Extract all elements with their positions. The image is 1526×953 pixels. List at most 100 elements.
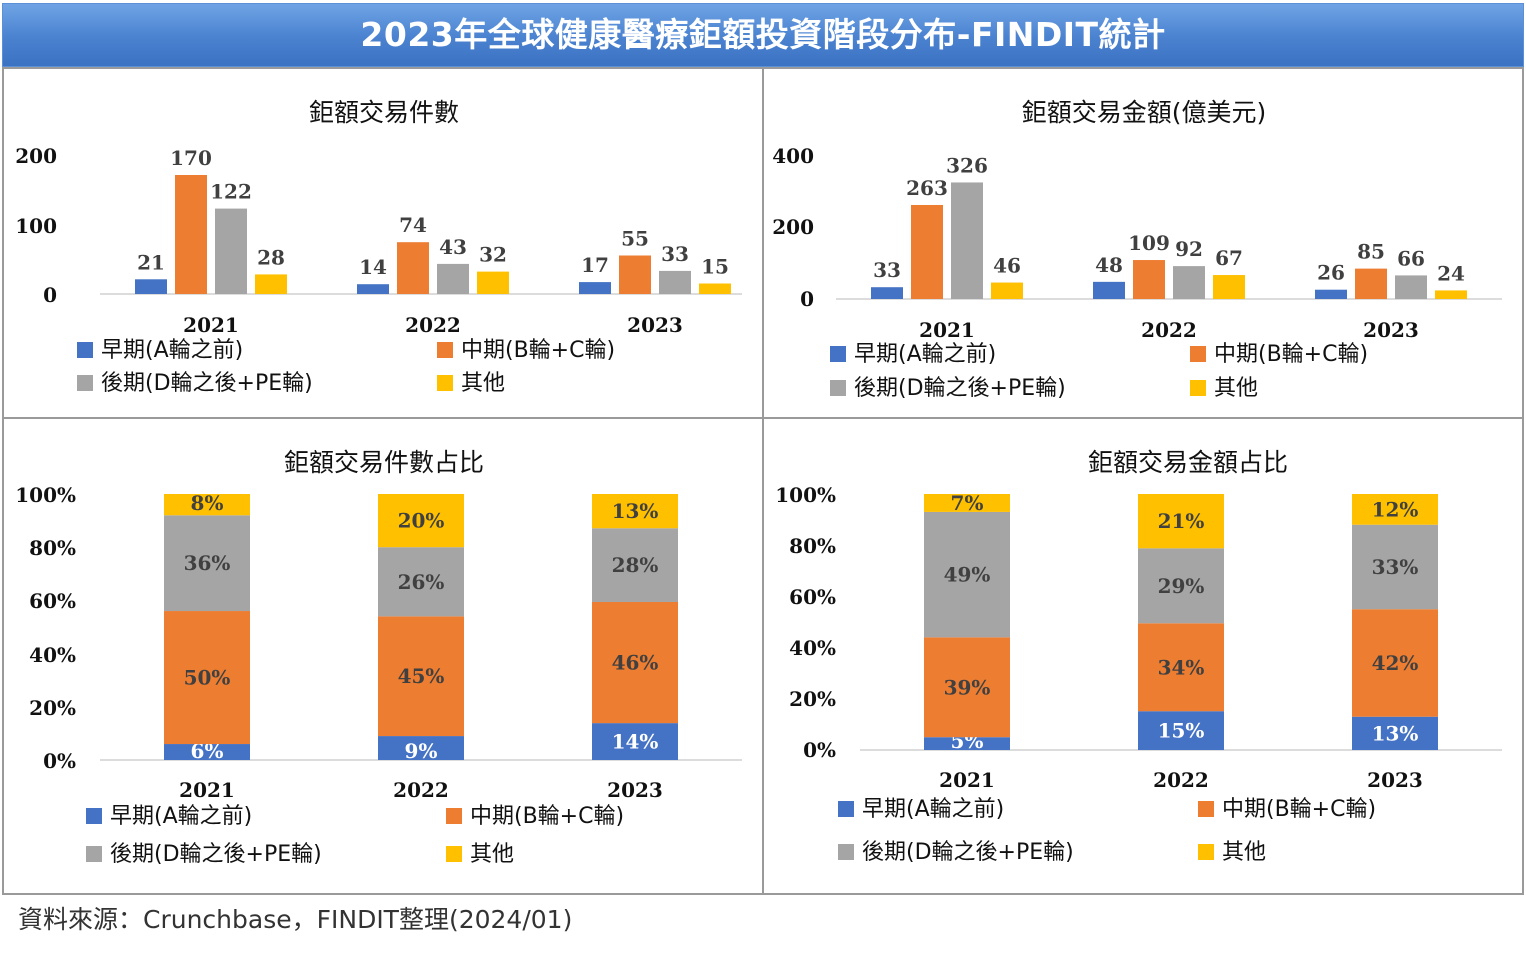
segment-early-2021 (924, 737, 1010, 750)
data-label: 34% (1158, 655, 1205, 679)
legend-label-late: 後期(D輪之後+PE輪) (862, 840, 1074, 865)
data-label: 45% (398, 664, 445, 688)
data-label: 33 (873, 258, 901, 282)
data-label: 8% (191, 491, 224, 515)
x-category-label: 2021 (939, 768, 995, 792)
data-label: 92 (1175, 237, 1203, 261)
y-tick-label: 100% (775, 483, 836, 507)
bar-late-2022 (1173, 266, 1205, 299)
legend-swatch-early (86, 808, 102, 824)
segment-late-2023 (1352, 524, 1438, 610)
bar-late-2021 (951, 182, 983, 299)
bar-other-2022 (477, 271, 509, 294)
page-title: 2023年全球健康醫療鉅額投資階段分布-FINDIT統計 (2, 3, 1524, 67)
y-tick-label: 0% (803, 738, 836, 762)
data-label: 55 (621, 227, 649, 251)
x-category-label: 2022 (405, 313, 461, 337)
chart-title: 鉅額交易件數占比 (284, 448, 484, 477)
y-tick-label: 200 (15, 144, 57, 168)
data-label: 28% (612, 553, 659, 577)
bar-late-2022 (437, 263, 469, 294)
legend-swatch-other (1198, 844, 1214, 860)
segment-mid-2021 (164, 611, 250, 745)
bar-early-2021 (135, 279, 167, 294)
data-label: 13% (612, 499, 659, 523)
legend-label-mid: 中期(B輪+C輪) (461, 338, 615, 363)
legend-label-late: 後期(D輪之後+PE輪) (110, 842, 322, 867)
segment-mid-2023 (1352, 609, 1438, 717)
bar-early-2021 (871, 287, 903, 299)
legend-swatch-late (830, 380, 846, 396)
segment-late-2022 (1138, 548, 1224, 624)
bar-late-2023 (1395, 275, 1427, 299)
legend-swatch-mid (446, 808, 462, 824)
segment-mid-2022 (1138, 623, 1224, 712)
segment-early-2023 (1352, 716, 1438, 750)
y-tick-label: 400 (772, 144, 814, 168)
legend-label-mid: 中期(B輪+C輪) (1214, 342, 1368, 367)
y-tick-label: 60% (29, 589, 76, 613)
data-label: 21 (137, 250, 165, 274)
data-label: 32 (479, 243, 507, 267)
x-category-label: 2023 (607, 778, 663, 802)
legend-label-other: 其他 (470, 842, 514, 867)
x-category-label: 2023 (1363, 318, 1419, 342)
segment-other-2022 (1138, 494, 1224, 549)
segment-other-2023 (592, 494, 678, 529)
legend-swatch-early (77, 342, 93, 358)
legend-label-early: 早期(A輪之前) (110, 804, 252, 829)
bar-other-2022 (1213, 275, 1245, 299)
x-category-label: 2023 (627, 313, 683, 337)
bar-mid-2021 (175, 175, 207, 294)
x-category-label: 2021 (183, 313, 239, 337)
source-note: 資料來源：Crunchbase，FINDIT整理(2024/01) (18, 905, 573, 934)
data-label: 14 (359, 255, 387, 279)
y-tick-label: 20% (29, 696, 76, 720)
data-label: 14% (612, 730, 659, 754)
data-label: 170 (170, 146, 212, 170)
chart-panel-deal-amount: 鉅額交易金額(億美元) 400 200 0 2021 33 263 326 46 2022 48 10… (762, 67, 1524, 419)
bar-mid-2021 (911, 204, 943, 299)
data-label: 48 (1095, 253, 1123, 277)
legend-label-mid: 中期(B輪+C輪) (1222, 797, 1376, 822)
legend-swatch-late (838, 844, 854, 860)
legend-label-other: 其他 (461, 371, 505, 396)
data-label: 28 (257, 245, 285, 269)
x-category-label: 2022 (1141, 318, 1197, 342)
chart-deal-amount-share: 鉅額交易金額占比100%80%60%40%20%0%20215%39%49%7%… (775, 448, 1502, 865)
data-label: 74 (399, 213, 427, 237)
segment-other-2023 (1352, 494, 1438, 525)
chart-title: 鉅額交易金額(億美元) (1022, 98, 1267, 127)
segment-late-2021 (164, 515, 250, 612)
segment-other-2021 (164, 494, 250, 516)
data-label: 15 (701, 255, 729, 279)
bar-mid-2023 (1355, 268, 1387, 299)
x-category-label: 2023 (1367, 768, 1423, 792)
legend-swatch-mid (437, 342, 453, 358)
bar-mid-2022 (1133, 260, 1165, 299)
data-label: 26 (1317, 261, 1345, 285)
y-tick-label: 0 (800, 287, 814, 311)
bar-late-2021 (215, 208, 247, 294)
y-tick-label: 40% (29, 643, 76, 667)
data-label: 42% (1372, 651, 1419, 675)
legend-label-early: 早期(A輪之前) (854, 342, 996, 367)
legend-swatch-early (838, 801, 854, 817)
bar-early-2022 (1093, 281, 1125, 299)
data-label: 67 (1215, 246, 1243, 270)
segment-late-2021 (924, 511, 1010, 638)
segment-early-2022 (1138, 711, 1224, 750)
legend-swatch-late (86, 846, 102, 862)
bar-other-2021 (255, 274, 287, 294)
data-label: 26% (398, 570, 445, 594)
chart-panel-deal-count: 鉅額交易件數 200 100 0 2021 21 170 122 28 2022 14 74 43 32 2… (2, 67, 764, 419)
data-label: 9% (405, 739, 438, 763)
data-label: 29% (1158, 574, 1205, 598)
bar-other-2023 (699, 283, 731, 294)
x-category-label: 2022 (1153, 768, 1209, 792)
y-tick-label: 80% (29, 536, 76, 560)
y-tick-label: 200 (772, 215, 814, 239)
legend-label-early: 早期(A輪之前) (862, 797, 1004, 822)
data-label: 12% (1372, 497, 1419, 521)
chart-deal-count-share: 鉅額交易件數占比100%80%60%40%20%0%20216%50%36%8%… (15, 448, 742, 867)
